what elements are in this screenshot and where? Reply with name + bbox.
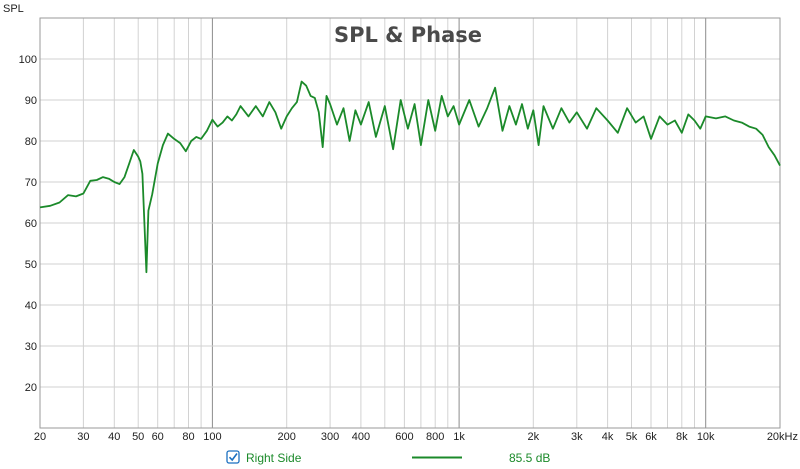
y-tick-label: 30: [25, 341, 37, 353]
x-tick-label: 100: [203, 431, 221, 443]
x-tick-label: 50: [132, 431, 144, 443]
x-tick-label: 600: [395, 431, 413, 443]
x-tick-label: 60: [152, 431, 164, 443]
legend-checkbox[interactable]: [226, 450, 240, 464]
y-tick-label: 20: [25, 382, 37, 394]
y-axis-label: SPL: [3, 3, 24, 15]
checkbox-box[interactable]: [226, 450, 240, 464]
x-tick-label: 800: [426, 431, 444, 443]
x-tick-label: 300: [321, 431, 339, 443]
legend: Right Side 85.5 dB: [226, 450, 550, 465]
x-axis-tick-labels: 20 30 40 50 60 80 100 200 300 400 600 800 1k 2k 3k 4k 5k…: [34, 431, 798, 443]
plot-border: [39, 17, 781, 429]
grid-lines: [39, 17, 781, 429]
x-tick-label: 8k: [676, 431, 688, 443]
x-tick-label: 4k: [602, 431, 614, 443]
y-tick-label: 40: [25, 300, 37, 312]
x-tick-label: 80: [182, 431, 194, 443]
y-tick-label: 50: [25, 259, 37, 271]
x-tick-label: 40: [108, 431, 120, 443]
x-tick-label: 1k: [453, 431, 465, 443]
x-tick-label: 20: [34, 431, 46, 443]
checkmark-icon: [228, 453, 238, 462]
x-tick-label: 400: [352, 431, 370, 443]
y-tick-label: 80: [25, 136, 37, 148]
x-tick-label: 2k: [527, 431, 539, 443]
y-tick-label: 70: [25, 177, 37, 189]
x-tick-label: 30: [77, 431, 89, 443]
y-tick-label: 90: [25, 95, 37, 107]
plot-frame: [39, 17, 781, 429]
x-tick-label: 10k: [697, 431, 715, 443]
y-tick-label: 100: [19, 54, 37, 66]
x-tick-label: 200: [278, 431, 296, 443]
x-tick-label: 5k: [626, 431, 638, 443]
legend-series-value: 85.5 dB: [509, 451, 550, 465]
y-axis-tick-labels: 20 30 40 50 60 70 80 90 100: [19, 54, 37, 394]
x-tick-label: 6k: [645, 431, 657, 443]
legend-series-name: Right Side: [246, 451, 302, 465]
series-lines: [39, 80, 781, 274]
y-tick-label: 60: [25, 218, 37, 230]
x-tick-label: 3k: [571, 431, 583, 443]
chart-title: SPL & Phase: [334, 23, 482, 47]
x-tick-label: 20kHz: [767, 431, 798, 443]
series-line-right-side: [39, 80, 781, 274]
